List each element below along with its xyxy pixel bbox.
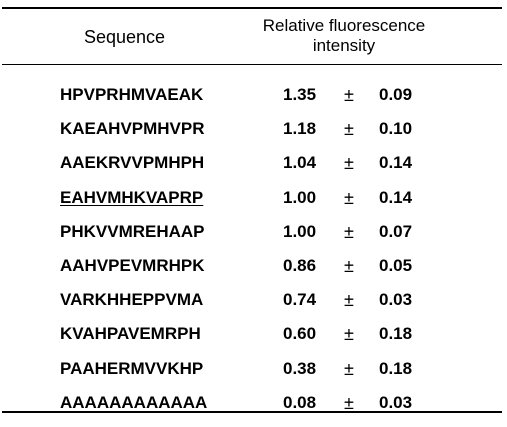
sequence-cell: PHKVVMREHAAP	[60, 221, 205, 241]
plus-minus-symbol: ±	[344, 119, 354, 140]
header-sequence: Sequence	[84, 27, 166, 47]
table-row: HPVPRHMVAEAK 1.35 ±0.09	[0, 85, 507, 119]
error-cell: 0.09	[379, 85, 413, 104]
header-rfi-line2: intensity	[312, 36, 376, 55]
value-cell: 0.74	[283, 290, 317, 310]
error-cell: 0.03	[379, 392, 413, 412]
value-cell: 1.00	[283, 221, 317, 241]
error-cell: 0.03	[379, 290, 413, 310]
value-cell: 1.04	[283, 153, 317, 173]
value-cell: 0.60	[283, 324, 317, 344]
header-rule	[2, 64, 502, 65]
sequence-cell: PAAHERMVVKHP	[60, 358, 204, 378]
plus-minus-symbol: ±	[344, 324, 354, 345]
table-row: PHKVVMREHAAP 1.00 ±0.07	[0, 222, 507, 256]
header-relative-fluorescence-intensity: Relative fluorescence intensity	[237, 16, 451, 56]
header-rfi-line1: Relative fluorescence	[262, 16, 426, 35]
table-row: KVAHPAVEMRPH 0.60 ±0.18	[0, 324, 507, 358]
plus-minus-symbol: ±	[344, 85, 354, 105]
error-cell: 0.05	[379, 256, 413, 275]
table-row: PAAHERMVVKHP 0.38 ±0.18	[0, 359, 507, 393]
error-cell: 0.18	[379, 324, 413, 344]
value-cell: 1.00	[283, 187, 317, 207]
bottom-rule	[2, 411, 502, 413]
sequence-cell: AAEKRVVPMHPH	[60, 153, 205, 173]
plus-minus-symbol: ±	[344, 153, 354, 174]
value-cell: 1.18	[283, 119, 317, 139]
sequence-cell: AAAAAAAAAAAA	[60, 392, 208, 412]
error-cell: 0.14	[379, 187, 413, 207]
sequence-cell: EAHVMHKVAPRP	[60, 187, 204, 207]
table-row: KAEAHVPMHVPR 1.18 ±0.10	[0, 119, 507, 153]
sequence-cell: AAHVPEVMRHPK	[60, 256, 205, 275]
sequence-cell: KVAHPAVEMRPH	[60, 324, 201, 344]
error-cell: 0.14	[379, 153, 413, 173]
sequence-cell: VARKHHEPPVMA	[60, 290, 204, 310]
plus-minus-symbol: ±	[344, 358, 354, 379]
sequence-cell: HPVPRHMVAEAK	[60, 85, 204, 104]
plus-minus-symbol: ±	[344, 221, 354, 242]
plus-minus-symbol: ±	[344, 392, 354, 413]
value-cell: 0.08	[283, 392, 317, 412]
table-row: VARKHHEPPVMA 0.74 ±0.03	[0, 290, 507, 324]
table-row: AAAAAAAAAAAA 0.08 ±0.03	[0, 393, 507, 427]
top-rule	[2, 7, 502, 9]
plus-minus-symbol: ±	[344, 290, 354, 311]
table-row: AAHVPEVMRHPK 0.86 ±0.05	[0, 256, 507, 290]
error-cell: 0.18	[379, 358, 413, 378]
value-cell: 1.35	[283, 85, 317, 104]
table-row: AAEKRVVPMHPH 1.04 ±0.14	[0, 153, 507, 187]
value-cell: 0.86	[283, 256, 317, 275]
sequence-cell: KAEAHVPMHVPR	[60, 119, 205, 139]
value-cell: 0.38	[283, 358, 317, 378]
error-cell: 0.07	[379, 221, 413, 241]
plus-minus-symbol: ±	[344, 256, 354, 276]
error-cell: 0.10	[379, 119, 413, 139]
plus-minus-symbol: ±	[344, 187, 354, 208]
table-row: EAHVMHKVAPRP 1.00 ±0.14	[0, 188, 507, 222]
